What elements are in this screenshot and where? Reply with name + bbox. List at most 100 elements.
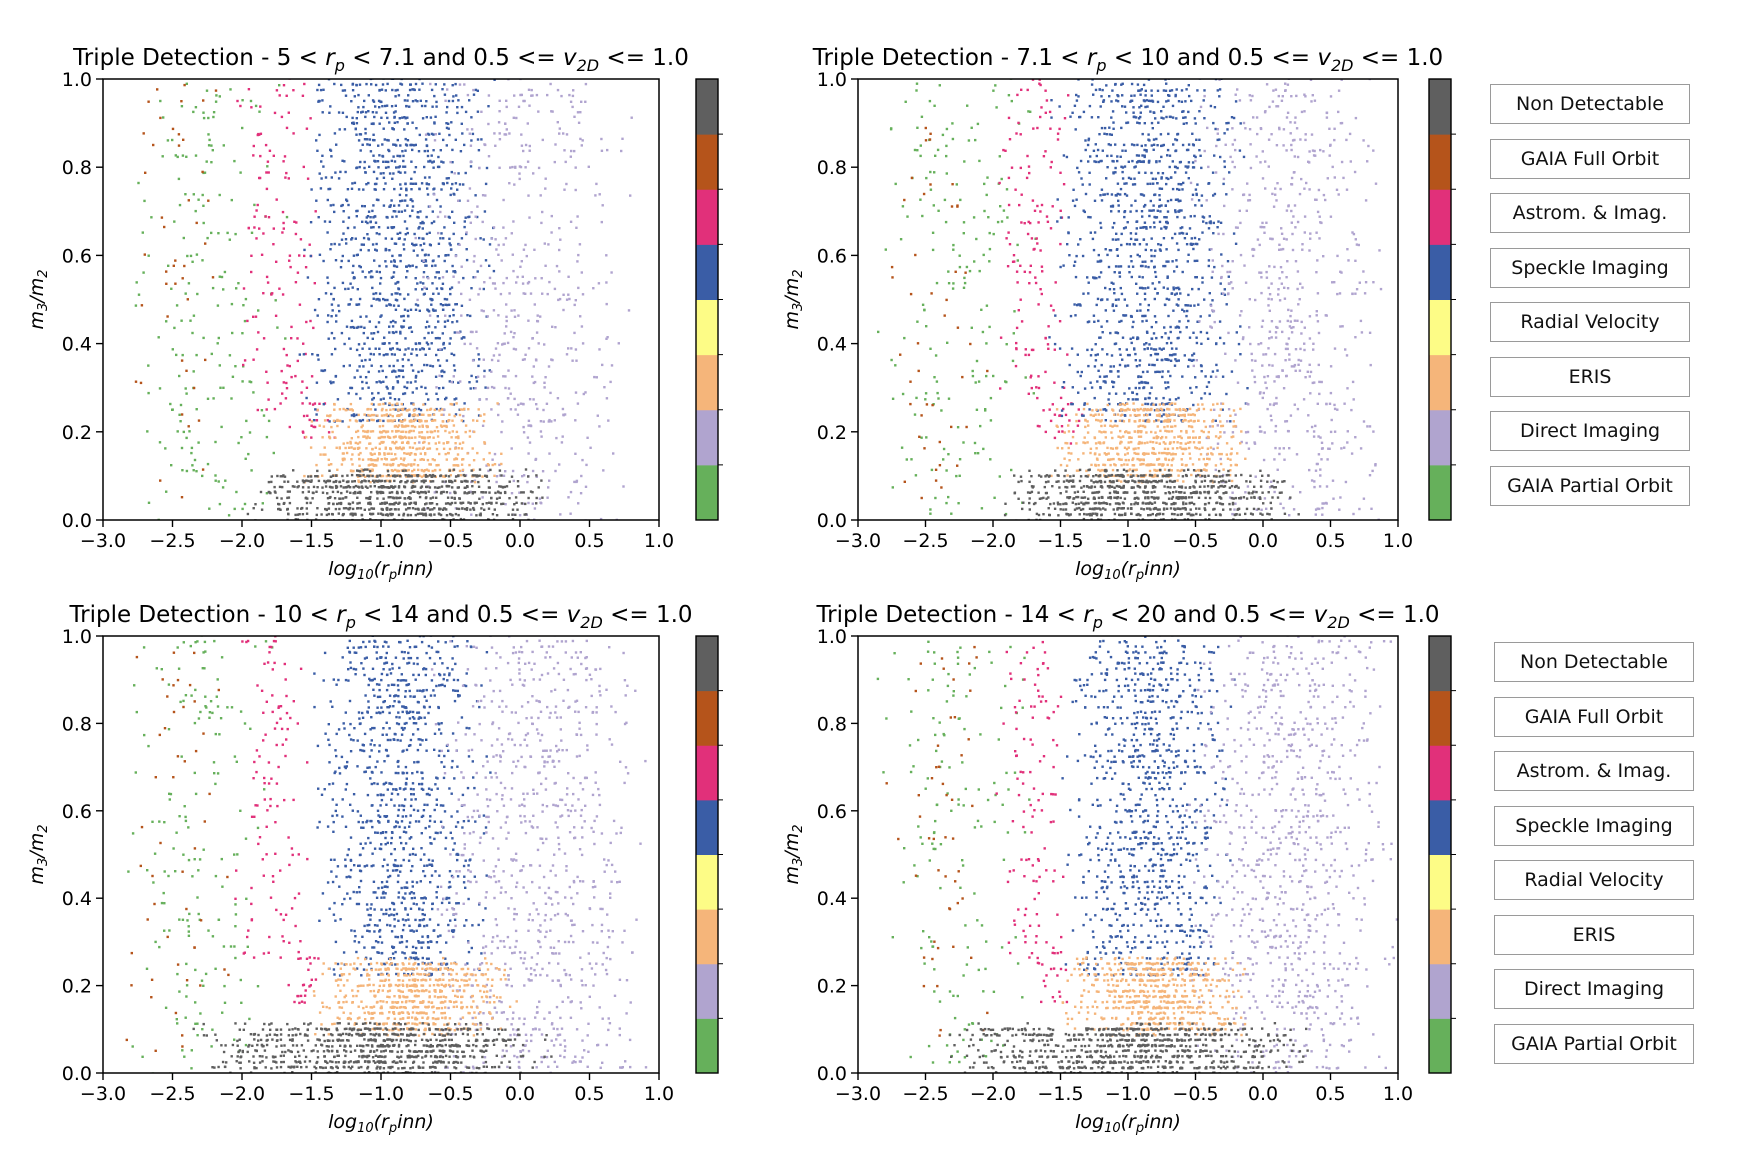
scatter-point xyxy=(454,271,457,274)
y-axis-label: m3/m2 xyxy=(26,270,51,330)
scatter-point xyxy=(266,165,269,168)
scatter-point xyxy=(484,474,487,477)
scatter-point xyxy=(1309,392,1312,395)
scatter-point xyxy=(472,276,475,279)
scatter-point xyxy=(537,110,540,113)
scatter-point xyxy=(368,508,371,511)
scatter-point xyxy=(474,276,477,279)
scatter-point xyxy=(448,469,452,472)
scatter-point xyxy=(1203,117,1206,120)
scatter-point xyxy=(389,320,393,324)
scatter-point xyxy=(388,149,391,153)
scatter-point xyxy=(398,117,401,120)
scatter-point xyxy=(1083,403,1086,406)
scatter-point xyxy=(368,138,372,141)
scatter-point xyxy=(1066,353,1069,356)
scatter-point xyxy=(1225,303,1228,306)
scatter-point xyxy=(389,447,392,450)
scatter-point xyxy=(372,122,375,126)
scatter-point xyxy=(1153,297,1156,301)
scatter-point xyxy=(1154,352,1157,356)
scatter-point xyxy=(394,370,397,373)
scatter-point xyxy=(988,231,991,235)
scatter-point xyxy=(572,89,575,92)
scatter-point xyxy=(561,435,564,438)
scatter-point xyxy=(457,381,460,384)
scatter-point xyxy=(431,105,434,108)
scatter-point xyxy=(1141,370,1145,374)
scatter-point xyxy=(258,133,261,136)
scatter-point xyxy=(386,82,389,86)
scatter-point xyxy=(306,177,310,180)
scatter-point xyxy=(486,463,490,466)
scatter-point xyxy=(363,468,367,471)
scatter-point xyxy=(1200,342,1203,345)
scatter-point xyxy=(1114,392,1118,395)
scatter-point xyxy=(418,413,421,416)
scatter-point xyxy=(955,183,958,186)
scatter-point xyxy=(142,132,145,135)
scatter-point xyxy=(1174,198,1178,201)
scatter-point xyxy=(434,115,437,118)
scatter-point xyxy=(407,94,410,97)
scatter-point xyxy=(1155,321,1158,324)
scatter-point xyxy=(1170,347,1174,350)
scatter-point xyxy=(373,159,376,163)
scatter-point xyxy=(413,458,417,462)
scatter-point xyxy=(490,237,494,240)
scatter-point xyxy=(357,479,360,482)
scatter-point xyxy=(410,177,413,180)
scatter-point xyxy=(273,485,276,489)
scatter-point xyxy=(399,171,402,174)
scatter-point xyxy=(1185,88,1188,91)
scatter-point xyxy=(362,468,365,472)
scatter-point xyxy=(390,159,393,163)
scatter-point xyxy=(327,479,330,483)
scatter-point xyxy=(327,314,330,317)
scatter-point xyxy=(373,452,376,456)
scatter-point xyxy=(182,236,185,240)
scatter-point xyxy=(605,337,608,340)
scatter-point xyxy=(417,227,420,230)
scatter-point xyxy=(1134,232,1138,235)
scatter-point xyxy=(305,386,309,389)
scatter-point xyxy=(495,497,499,500)
scatter-point xyxy=(341,513,344,517)
scatter-point xyxy=(379,381,383,384)
scatter-point xyxy=(1139,303,1142,306)
scatter-point xyxy=(1172,353,1175,356)
scatter-point xyxy=(1141,320,1144,323)
scatter-point xyxy=(1187,293,1190,297)
scatter-point xyxy=(447,177,450,180)
scatter-point xyxy=(401,365,405,368)
scatter-point xyxy=(388,474,392,478)
scatter-point xyxy=(551,358,554,362)
scatter-point xyxy=(492,354,496,357)
scatter-point xyxy=(356,288,359,291)
scatter-point xyxy=(408,453,412,456)
scatter-point xyxy=(362,365,365,368)
scatter-point xyxy=(1173,270,1176,273)
scatter-point xyxy=(435,447,439,451)
scatter-point xyxy=(373,481,376,484)
scatter-point xyxy=(1076,353,1079,356)
scatter-point xyxy=(974,138,977,142)
scatter-point xyxy=(1099,271,1103,274)
scatter-point xyxy=(1111,89,1114,92)
scatter-point xyxy=(423,176,427,179)
scatter-point xyxy=(1090,348,1094,351)
scatter-point xyxy=(950,425,953,429)
scatter-point xyxy=(403,497,407,500)
scatter-point xyxy=(412,419,416,423)
scatter-point xyxy=(1191,161,1195,164)
scatter-point xyxy=(192,370,195,373)
scatter-point xyxy=(404,337,407,340)
scatter-point xyxy=(303,248,306,252)
scatter-point xyxy=(520,502,524,505)
scatter-point xyxy=(355,166,359,169)
scatter-point xyxy=(280,497,283,500)
scatter-point xyxy=(1058,414,1061,417)
scatter-point xyxy=(596,414,599,417)
scatter-point xyxy=(420,369,424,373)
scatter-point xyxy=(1200,166,1203,170)
